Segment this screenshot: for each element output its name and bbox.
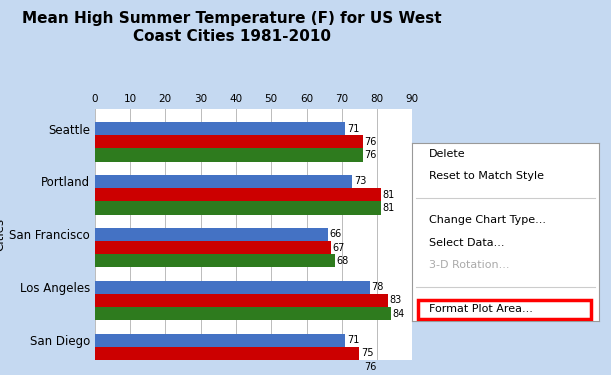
Text: 84: 84 <box>393 309 405 319</box>
Bar <box>95 307 391 320</box>
Text: 3-D Rotation...: 3-D Rotation... <box>429 260 510 270</box>
Text: Reset to Match Style: Reset to Match Style <box>429 171 544 181</box>
Text: 78: 78 <box>371 282 384 292</box>
Text: 75: 75 <box>361 348 373 358</box>
Bar <box>95 122 345 135</box>
Text: 71: 71 <box>347 124 359 134</box>
Bar <box>95 135 363 148</box>
Bar <box>95 148 363 162</box>
Y-axis label: Cities: Cities <box>0 218 6 251</box>
Text: 73: 73 <box>354 177 366 186</box>
Text: 71: 71 <box>347 335 359 345</box>
Bar <box>95 254 335 267</box>
Bar <box>95 228 327 241</box>
Text: 67: 67 <box>332 243 345 253</box>
Text: 81: 81 <box>382 203 394 213</box>
Bar <box>95 175 353 188</box>
Bar <box>95 201 381 214</box>
Bar <box>95 241 331 254</box>
Bar <box>95 360 363 373</box>
Text: 81: 81 <box>382 190 394 200</box>
Text: Mean High Summer Temperature (F) for US West
Coast Cities 1981-2010: Mean High Summer Temperature (F) for US … <box>23 11 442 44</box>
Text: 76: 76 <box>364 137 377 147</box>
Text: 76: 76 <box>364 362 377 372</box>
Bar <box>95 280 370 294</box>
Bar <box>95 347 359 360</box>
Text: Select Data...: Select Data... <box>429 238 505 248</box>
Text: 66: 66 <box>329 230 342 239</box>
Text: Delete: Delete <box>429 148 466 159</box>
Text: 68: 68 <box>336 256 348 266</box>
Bar <box>95 294 388 307</box>
Text: 83: 83 <box>389 296 401 306</box>
Text: Change Chart Type...: Change Chart Type... <box>429 215 546 225</box>
Text: 76: 76 <box>364 150 377 160</box>
Bar <box>95 188 381 201</box>
FancyBboxPatch shape <box>418 300 591 319</box>
Text: Format Plot Area...: Format Plot Area... <box>429 304 533 315</box>
Bar <box>95 333 345 347</box>
